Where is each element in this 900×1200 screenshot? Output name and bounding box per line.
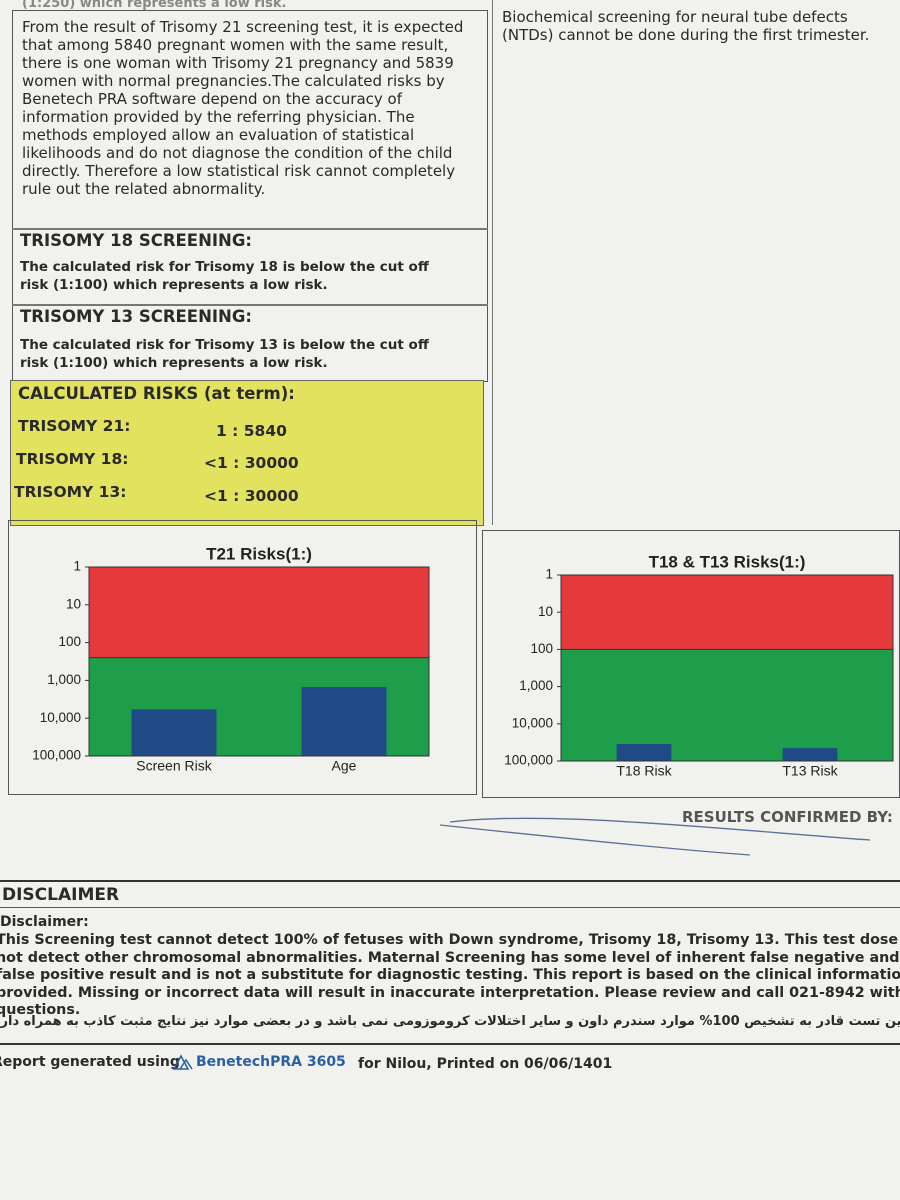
bar	[301, 687, 387, 756]
divider	[0, 880, 900, 882]
risk-value: 1 : 5840	[216, 422, 287, 440]
x-tick-label: Age	[332, 758, 357, 774]
column-divider	[492, 0, 493, 525]
chart-title: T21 Risks(1:)	[206, 544, 312, 563]
calculated-risks-box	[10, 380, 484, 526]
risk-label: TRISOMY 21:	[18, 417, 131, 435]
t21-text: From the result of Trisomy 21 screening …	[22, 18, 464, 198]
trisomy13-title: TRISOMY 13 SCREENING:	[20, 307, 252, 326]
low-risk-band	[561, 649, 893, 761]
y-tick-label: 1,000	[519, 678, 553, 693]
x-tick-label: T13 Risk	[782, 763, 838, 779]
bar	[131, 709, 217, 756]
y-tick-label: 100	[58, 634, 81, 649]
risk-label: TRISOMY 18:	[16, 450, 129, 468]
results-confirmed-by: RESULTS CONFIRMED BY:	[682, 808, 893, 826]
plot-frame	[88, 566, 430, 757]
risk-label: TRISOMY 13:	[14, 483, 127, 501]
y-tick-label: 10,000	[512, 715, 553, 730]
disclaimer-persian: این تست قادر به تشخیص 100% موارد سندرم د…	[0, 1014, 900, 1029]
bar	[616, 744, 672, 761]
signature	[439, 817, 871, 856]
chart-title: T18 & T13 Risks(1:)	[649, 552, 806, 571]
trisomy18-text: The calculated risk for Trisomy 18 is be…	[20, 259, 429, 293]
calculated-risks-title: CALCULATED RISKS (at term):	[18, 384, 295, 403]
y-tick-label: 10	[538, 604, 553, 619]
logo	[172, 1054, 193, 1070]
y-tick-label: 1	[73, 559, 81, 574]
y-tick-label: 10,000	[40, 710, 81, 725]
header-fragment: (1:250) which represents a low risk.	[22, 0, 287, 11]
logo-shape	[172, 1054, 193, 1070]
y-tick-label: 100,000	[32, 748, 81, 763]
divider	[12, 304, 488, 306]
divider	[12, 228, 488, 230]
chart: T18 & T13 Risks(1:) 1 10 100 1,000 10,000 100,…	[482, 530, 900, 798]
bar	[782, 748, 838, 761]
footer-software: BenetechPRA 3605	[196, 1054, 346, 1070]
ntd-text: Biochemical screening for neural tube de…	[502, 8, 870, 44]
y-tick-label: 10	[66, 596, 81, 611]
chart: T21 Risks(1:) 1 10 100 1,000 10,000 100,000 Scr…	[8, 520, 477, 795]
risk-value: <1 : 30000	[204, 454, 299, 472]
disclaimer-label: Disclaimer:	[0, 914, 89, 930]
divider	[0, 907, 900, 908]
y-tick-label: 100,000	[504, 753, 553, 768]
plot-frame	[560, 574, 894, 762]
divider	[0, 1043, 900, 1045]
trisomy18-title: TRISOMY 18 SCREENING:	[20, 231, 252, 250]
disclaimer-text: This Screening test cannot detect 100% o…	[0, 932, 900, 1018]
footer-printed: for Nilou, Printed on 06/06/1401	[358, 1056, 613, 1072]
high-risk-band	[89, 567, 429, 658]
footer-generated: Report generated using	[0, 1054, 180, 1070]
x-tick-label: Screen Risk	[136, 758, 212, 774]
x-tick-label: T18 Risk	[616, 763, 672, 779]
high-risk-band	[561, 575, 893, 650]
y-tick-label: 100	[530, 641, 553, 656]
y-tick-label: 1,000	[47, 672, 81, 687]
y-tick-label: 1	[545, 567, 553, 582]
risk-value: <1 : 30000	[204, 487, 299, 505]
trisomy13-text: The calculated risk for Trisomy 13 is be…	[20, 337, 429, 371]
disclaimer-heading: DISCLAIMER	[2, 885, 120, 905]
signature-stroke	[439, 817, 871, 856]
